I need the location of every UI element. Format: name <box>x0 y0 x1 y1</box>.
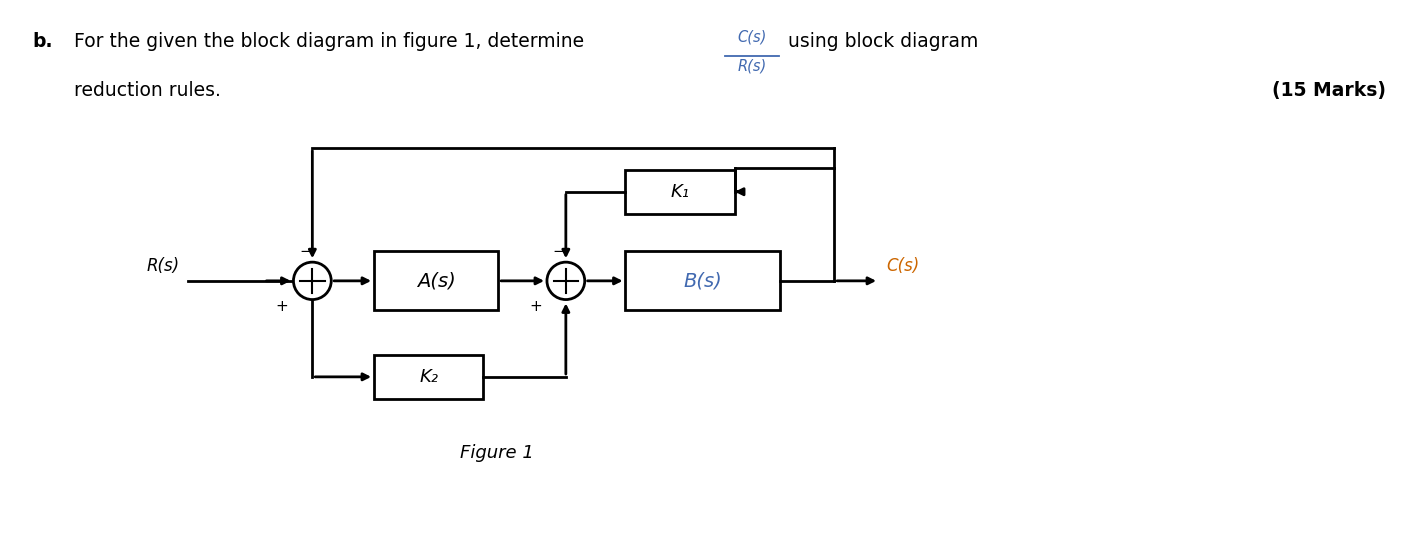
Text: C(s): C(s) <box>737 30 767 45</box>
Circle shape <box>547 262 584 300</box>
Bar <box>625 251 780 311</box>
Text: +: + <box>275 299 288 313</box>
Text: B(s): B(s) <box>683 272 722 291</box>
Text: using block diagram: using block diagram <box>787 31 978 50</box>
Text: K₁: K₁ <box>671 183 689 201</box>
Text: Figure 1: Figure 1 <box>461 444 535 462</box>
Text: R(s): R(s) <box>737 58 766 73</box>
Bar <box>625 169 735 214</box>
Text: reduction rules.: reduction rules. <box>74 81 221 100</box>
Text: b.: b. <box>33 31 52 50</box>
Bar <box>374 355 484 399</box>
Text: (15 Marks): (15 Marks) <box>1272 81 1385 100</box>
Text: +: + <box>529 299 542 313</box>
Text: R(s): R(s) <box>147 257 180 275</box>
Circle shape <box>294 262 332 300</box>
Text: −: − <box>553 244 566 259</box>
Text: C(s): C(s) <box>886 257 919 275</box>
Text: −: − <box>299 244 312 259</box>
Text: K₂: K₂ <box>420 368 438 386</box>
Bar <box>374 251 498 311</box>
Text: A(s): A(s) <box>417 272 455 291</box>
Text: For the given the block diagram in figure 1, determine: For the given the block diagram in figur… <box>74 31 584 50</box>
